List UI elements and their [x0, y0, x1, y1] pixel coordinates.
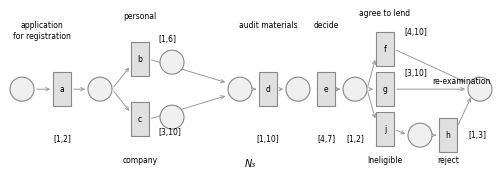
Bar: [317, 72, 335, 106]
Text: [4,7]: [4,7]: [317, 135, 335, 144]
Bar: [439, 118, 457, 152]
Text: company: company: [122, 156, 158, 165]
Text: d: d: [266, 85, 270, 94]
Text: personal: personal: [124, 12, 156, 21]
Text: audit materials: audit materials: [238, 21, 298, 30]
Text: decide: decide: [314, 21, 338, 30]
Text: f: f: [384, 45, 386, 54]
Text: [1,6]: [1,6]: [158, 35, 176, 44]
Text: h: h: [446, 131, 450, 140]
Bar: [376, 72, 394, 106]
Circle shape: [343, 77, 367, 101]
Text: reject: reject: [437, 156, 459, 165]
Text: c: c: [138, 115, 142, 124]
Circle shape: [88, 77, 112, 101]
Text: [3,10]: [3,10]: [158, 128, 181, 137]
Text: [3,10]: [3,10]: [404, 69, 427, 78]
Text: [1,10]: [1,10]: [256, 135, 280, 144]
Bar: [131, 102, 149, 136]
Text: [1,2]: [1,2]: [53, 135, 71, 144]
Text: j: j: [384, 125, 386, 134]
Bar: [376, 32, 394, 66]
Text: N₃: N₃: [244, 159, 256, 169]
Bar: [259, 72, 277, 106]
Circle shape: [468, 77, 492, 101]
Circle shape: [10, 77, 34, 101]
Bar: [53, 72, 71, 106]
Circle shape: [408, 123, 432, 147]
Text: [1,3]: [1,3]: [468, 131, 486, 140]
Text: re-examination: re-examination: [432, 77, 490, 86]
Text: e: e: [324, 85, 328, 94]
Text: application
for registration: application for registration: [13, 21, 71, 41]
Text: [4,10]: [4,10]: [404, 28, 427, 37]
Circle shape: [160, 50, 184, 74]
Circle shape: [160, 105, 184, 129]
Circle shape: [286, 77, 310, 101]
Text: a: a: [60, 85, 64, 94]
Text: b: b: [138, 55, 142, 64]
Text: g: g: [382, 85, 388, 94]
Text: [1,2]: [1,2]: [346, 135, 364, 144]
Text: Ineligible: Ineligible: [368, 156, 402, 165]
Text: agree to lend: agree to lend: [360, 9, 410, 18]
Circle shape: [228, 77, 252, 101]
Bar: [376, 112, 394, 146]
Bar: [131, 42, 149, 76]
